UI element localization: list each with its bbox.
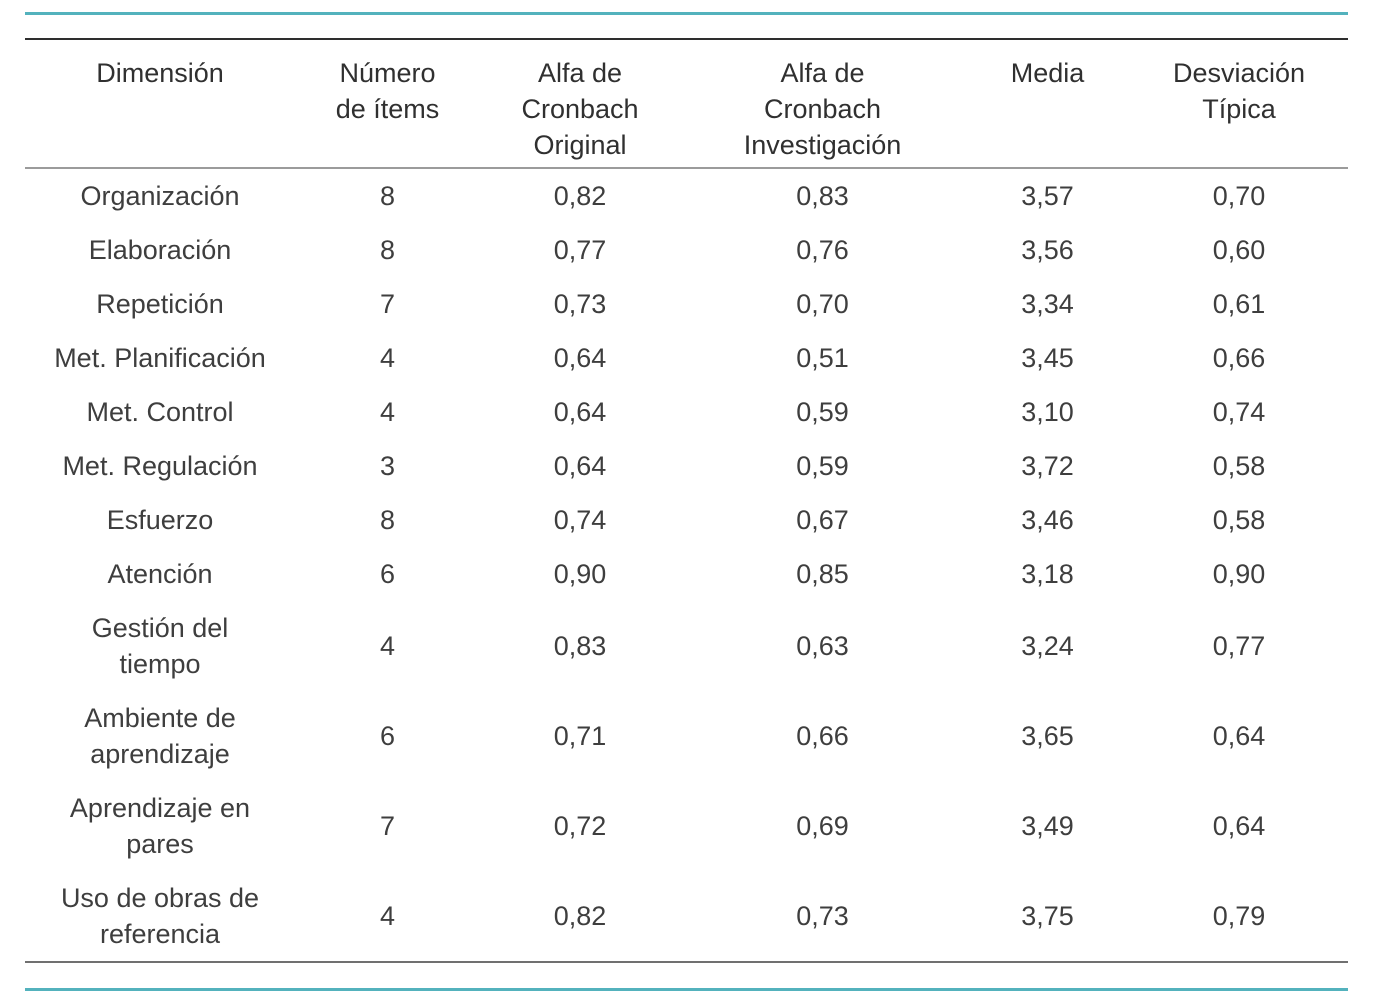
- value-cell: 0,77: [1212, 631, 1266, 661]
- value-cell: 0,70: [1212, 181, 1266, 211]
- value-cell: 0,51: [796, 343, 849, 373]
- value-cell: 0,83: [796, 181, 849, 211]
- value-cell: 0,90: [1212, 559, 1266, 589]
- value-cell: 3,34: [1021, 289, 1074, 319]
- value-cell: 0,67: [796, 505, 849, 535]
- value-cell: 3,10: [1021, 397, 1074, 427]
- value-cell: 4: [379, 343, 396, 373]
- value-cell: 0,73: [553, 289, 607, 319]
- value-cell: 3,75: [1021, 901, 1074, 931]
- column-header-num-items: Número de ítems: [295, 39, 480, 169]
- column-header-alpha-investigacion: Alfa de Cronbach Investigación: [680, 39, 965, 169]
- value-cell: 0,72: [553, 811, 607, 841]
- reliability-table: Dimensión Número de ítems Alfa de Cronba…: [25, 38, 1348, 963]
- value-cell: 0,64: [553, 397, 607, 427]
- bottom-accent-rule: [25, 988, 1348, 991]
- dimension-cell: Uso de obras de referencia: [60, 883, 260, 949]
- value-cell: 0,74: [1212, 397, 1266, 427]
- table-body: Organización 8 0,82 0,83 3,57 0,70 Elaboración…: [25, 168, 1348, 962]
- value-cell: 3,49: [1021, 811, 1074, 841]
- value-cell: 0,59: [796, 397, 849, 427]
- value-cell: 0,79: [1212, 901, 1266, 931]
- column-header-alpha-original: Alfa de Cronbach Original: [480, 39, 680, 169]
- value-cell: 0,77: [553, 235, 607, 265]
- dimension-cell: Aprendizaje en pares: [69, 793, 251, 859]
- value-cell: 0,64: [553, 343, 607, 373]
- value-cell: 3,24: [1021, 631, 1074, 661]
- value-cell: 0,64: [553, 451, 607, 481]
- table-header: Dimensión Número de ítems Alfa de Cronba…: [25, 39, 1348, 169]
- value-cell: 0,59: [796, 451, 849, 481]
- dimension-cell: Repetición: [96, 289, 224, 319]
- value-cell: 3: [379, 451, 396, 481]
- value-cell: 4: [379, 631, 396, 661]
- table-row: Gestión del tiempo 4 0,83 0,63 3,24 0,77: [25, 601, 1348, 691]
- dimension-cell: Met. Control: [86, 397, 234, 427]
- value-cell: 0,76: [796, 235, 849, 265]
- dimension-cell: Ambiente de aprendizaje: [84, 703, 236, 769]
- table-row: Repetición 7 0,73 0,70 3,34 0,61: [25, 277, 1348, 331]
- value-cell: 3,18: [1021, 559, 1074, 589]
- value-cell: 6: [379, 721, 396, 751]
- dimension-cell: Organización: [80, 181, 240, 211]
- value-cell: 0,83: [553, 631, 607, 661]
- value-cell: 0,66: [1212, 343, 1266, 373]
- table-row: Organización 8 0,82 0,83 3,57 0,70: [25, 168, 1348, 223]
- value-cell: 3,45: [1021, 343, 1074, 373]
- dimension-cell: Esfuerzo: [106, 505, 214, 535]
- value-cell: 3,46: [1021, 505, 1074, 535]
- value-cell: 0,66: [796, 721, 849, 751]
- column-header-media: Media: [965, 39, 1130, 169]
- value-cell: 3,65: [1021, 721, 1074, 751]
- value-cell: 8: [379, 181, 396, 211]
- column-header-dimension: Dimensión: [25, 39, 295, 169]
- value-cell: 0,90: [553, 559, 607, 589]
- column-header-desviacion-tipica: Desviación Típica: [1130, 39, 1348, 169]
- value-cell: 7: [379, 289, 396, 319]
- value-cell: 0,58: [1212, 451, 1266, 481]
- value-cell: 0,82: [553, 181, 607, 211]
- value-cell: 0,63: [796, 631, 849, 661]
- dimension-cell: Gestión del tiempo: [91, 613, 229, 679]
- top-accent-rule: [25, 12, 1348, 15]
- value-cell: 3,72: [1021, 451, 1074, 481]
- value-cell: 4: [379, 901, 396, 931]
- table-row: Met. Planificación 4 0,64 0,51 3,45 0,66: [25, 331, 1348, 385]
- value-cell: 0,71: [553, 721, 607, 751]
- dimension-cell: Met. Regulación: [62, 451, 258, 481]
- value-cell: 0,64: [1212, 721, 1266, 751]
- table-row: Met. Control 4 0,64 0,59 3,10 0,74: [25, 385, 1348, 439]
- value-cell: 8: [379, 235, 396, 265]
- table-row: Esfuerzo 8 0,74 0,67 3,46 0,58: [25, 493, 1348, 547]
- value-cell: 0,69: [796, 811, 849, 841]
- value-cell: 0,82: [553, 901, 607, 931]
- value-cell: 0,61: [1212, 289, 1266, 319]
- value-cell: 0,70: [796, 289, 849, 319]
- value-cell: 6: [379, 559, 396, 589]
- table-row: Aprendizaje en pares 7 0,72 0,69 3,49 0,64: [25, 781, 1348, 871]
- value-cell: 0,74: [553, 505, 607, 535]
- value-cell: 0,85: [796, 559, 849, 589]
- table-row: Atención 6 0,90 0,85 3,18 0,90: [25, 547, 1348, 601]
- value-cell: 3,56: [1021, 235, 1074, 265]
- dimension-cell: Met. Planificación: [54, 343, 266, 373]
- dimension-cell: Elaboración: [88, 235, 232, 265]
- value-cell: 4: [379, 397, 396, 427]
- dimension-cell: Atención: [107, 559, 213, 589]
- value-cell: 0,64: [1212, 811, 1266, 841]
- value-cell: 0,58: [1212, 505, 1266, 535]
- value-cell: 8: [379, 505, 396, 535]
- table-row: Elaboración 8 0,77 0,76 3,56 0,60: [25, 223, 1348, 277]
- table-row: Met. Regulación 3 0,64 0,59 3,72 0,58: [25, 439, 1348, 493]
- value-cell: 0,73: [796, 901, 849, 931]
- header-row: Dimensión Número de ítems Alfa de Cronba…: [25, 39, 1348, 169]
- value-cell: 0,60: [1212, 235, 1266, 265]
- table-row: Ambiente de aprendizaje 6 0,71 0,66 3,65 0,64: [25, 691, 1348, 781]
- value-cell: 3,57: [1021, 181, 1074, 211]
- table-row: Uso de obras de referencia 4 0,82 0,73 3,75 0…: [25, 871, 1348, 962]
- value-cell: 7: [379, 811, 396, 841]
